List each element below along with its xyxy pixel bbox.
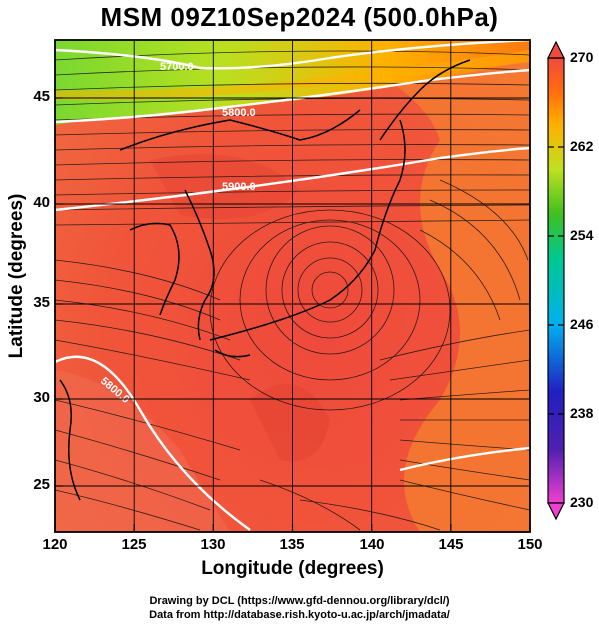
contour-label-3: 5900.0 — [222, 181, 256, 193]
x-tick-label: 120 — [42, 536, 68, 553]
colorbar-tick-label: 270 — [570, 49, 594, 65]
map-title: MSM 09Z10Sep2024 (500.0hPa) — [100, 2, 499, 32]
colorbar-tick-label: 246 — [570, 316, 594, 332]
y-tick-label: 30 — [33, 389, 50, 406]
x-tick-label: 135 — [279, 536, 305, 553]
contour-label-1: 5700.0 — [160, 61, 194, 73]
colorbar-tick-label: 238 — [570, 405, 594, 421]
x-tick-label: 145 — [438, 536, 464, 553]
y-tick-label: 35 — [33, 294, 50, 311]
x-axis-label: Longitude (degrees) — [201, 558, 384, 579]
y-tick-label: 25 — [33, 476, 50, 493]
credit-drawing: Drawing by DCL (https://www.gfd-dennou.o… — [149, 595, 450, 607]
colorbar-tick-label: 254 — [570, 227, 594, 243]
x-tick-label: 125 — [121, 536, 147, 553]
y-tick-label: 45 — [33, 88, 50, 105]
coastlines — [59, 59, 471, 501]
x-tick-label: 140 — [359, 536, 385, 553]
streamlines — [55, 50, 530, 531]
x-tick-label: 130 — [200, 536, 226, 553]
colorbar-min-arrow — [547, 502, 565, 521]
temperature-field: 5700.0 5800.0 5900.0 5800.0 — [55, 40, 530, 532]
axis-ticks — [54, 97, 531, 532]
y-tick-label: 40 — [33, 194, 50, 211]
colorbar-tick-label: 230 — [570, 494, 594, 510]
contour-label-2: 5800.0 — [222, 107, 256, 119]
graticule — [55, 40, 530, 532]
colorbar — [547, 40, 565, 521]
y-axis-label: Latitude (degrees) — [6, 193, 27, 359]
credit-data-source: Data from http://database.rish.kyoto-u.a… — [149, 609, 450, 621]
colorbar-tick-label: 262 — [570, 138, 594, 154]
colorbar-max-arrow — [547, 40, 565, 59]
x-tick-label: 150 — [517, 536, 543, 553]
